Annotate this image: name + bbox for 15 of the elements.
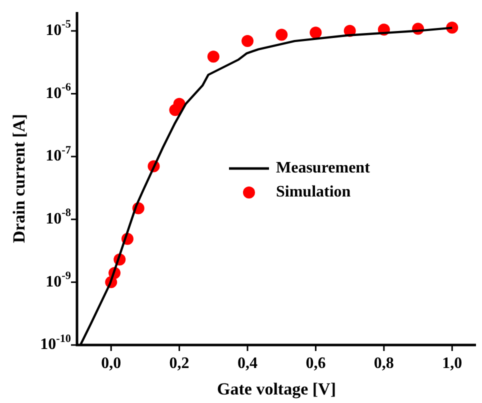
point xyxy=(310,26,322,39)
point xyxy=(242,35,254,48)
y-axis-title: Drain current [A] xyxy=(9,114,28,244)
x-tick-label: 1,0 xyxy=(442,355,462,372)
x-tick-label: 0,4 xyxy=(238,355,258,372)
legend-label: Measurement xyxy=(276,160,371,177)
x-tick-label: 0,0 xyxy=(101,355,122,372)
point xyxy=(173,98,186,110)
x-tick-label: 0,2 xyxy=(169,355,190,372)
x-tick-label: 0,8 xyxy=(374,355,394,372)
x-tick-label: 0,6 xyxy=(306,355,326,372)
legend-label: Simulation xyxy=(276,184,351,201)
point xyxy=(276,28,288,41)
point xyxy=(207,50,220,63)
x-axis-title: Gate voltage [V] xyxy=(217,379,336,398)
